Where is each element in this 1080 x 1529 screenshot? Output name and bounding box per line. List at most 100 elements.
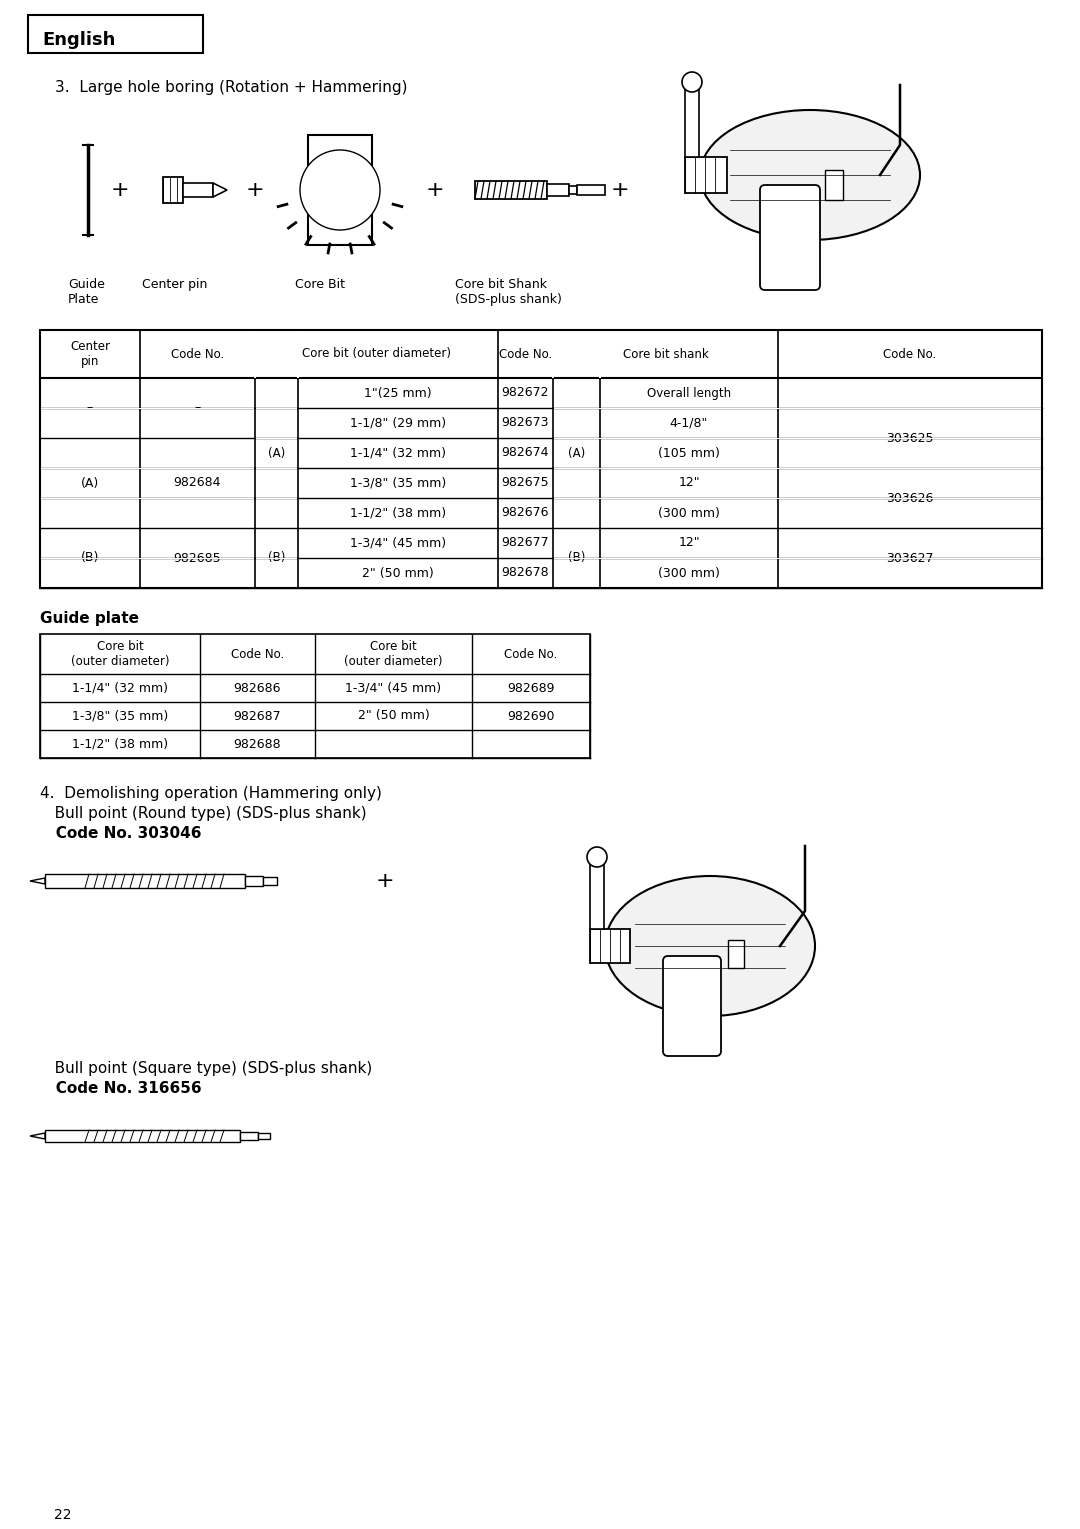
Bar: [40, 635, 590, 758]
Text: 1-1/8" (29 mm): 1-1/8" (29 mm): [350, 416, 446, 430]
Text: Core bit
(outer diameter): Core bit (outer diameter): [71, 641, 170, 668]
Bar: [590, 856, 604, 930]
Text: 982672: 982672: [502, 387, 550, 399]
Bar: [45, 875, 245, 888]
Bar: [825, 170, 843, 200]
Text: 982689: 982689: [508, 682, 555, 694]
Text: (A): (A): [568, 446, 585, 460]
Text: 1-3/8" (35 mm): 1-3/8" (35 mm): [350, 477, 446, 489]
Text: 982687: 982687: [233, 709, 281, 723]
Text: Bull point (Round type) (SDS-plus shank): Bull point (Round type) (SDS-plus shank): [40, 806, 366, 821]
Text: Guide plate: Guide plate: [40, 612, 139, 625]
Text: (B): (B): [81, 552, 99, 564]
Bar: [685, 157, 727, 193]
Bar: [308, 135, 372, 245]
Text: English: English: [42, 31, 116, 49]
Text: Guide: Guide: [68, 278, 105, 291]
Text: Code No.: Code No.: [231, 647, 284, 661]
Bar: [552, 330, 554, 378]
Ellipse shape: [700, 110, 920, 240]
Ellipse shape: [605, 876, 815, 1015]
Text: 982676: 982676: [502, 506, 550, 520]
Text: 982678: 982678: [502, 567, 550, 579]
Text: 982677: 982677: [502, 537, 550, 549]
Text: 22: 22: [54, 1508, 71, 1521]
Text: Overall length: Overall length: [647, 387, 731, 399]
Bar: [45, 1130, 240, 1142]
Circle shape: [681, 72, 702, 92]
Bar: [240, 1131, 258, 1141]
Text: 1-1/2" (38 mm): 1-1/2" (38 mm): [350, 506, 446, 520]
Bar: [569, 187, 577, 194]
Text: Code No.: Code No.: [499, 347, 552, 361]
Bar: [546, 183, 569, 196]
Text: Center
pin: Center pin: [70, 339, 110, 368]
Text: Core bit shank: Core bit shank: [623, 347, 708, 361]
Text: (SDS-plus shank): (SDS-plus shank): [455, 294, 562, 306]
Text: Center pin: Center pin: [141, 278, 207, 291]
Text: 303627: 303627: [887, 552, 934, 564]
Text: 3.  Large hole boring (Rotation + Hammering): 3. Large hole boring (Rotation + Hammeri…: [55, 80, 407, 95]
Text: (105 mm): (105 mm): [658, 446, 720, 460]
Text: (B): (B): [268, 552, 285, 564]
Bar: [475, 180, 546, 199]
Bar: [163, 177, 183, 203]
FancyBboxPatch shape: [663, 956, 721, 1057]
Text: –: –: [86, 402, 93, 414]
Text: 982685: 982685: [174, 552, 221, 564]
Text: (A): (A): [268, 446, 285, 460]
Text: 982690: 982690: [508, 709, 555, 723]
Text: 982686: 982686: [233, 682, 281, 694]
Bar: [40, 330, 1042, 589]
FancyBboxPatch shape: [760, 185, 820, 291]
Bar: [245, 876, 264, 885]
Bar: [599, 330, 600, 378]
Text: 1-1/2" (38 mm): 1-1/2" (38 mm): [72, 737, 168, 751]
Text: +: +: [245, 180, 265, 200]
Polygon shape: [30, 1133, 45, 1139]
Text: +: +: [426, 180, 444, 200]
Text: –: –: [194, 402, 201, 414]
Text: 982673: 982673: [502, 416, 550, 430]
Text: 2" (50 mm): 2" (50 mm): [362, 567, 434, 579]
Text: 1"(25 mm): 1"(25 mm): [364, 387, 432, 399]
Bar: [28, 15, 203, 54]
Text: 1-3/4" (45 mm): 1-3/4" (45 mm): [350, 537, 446, 549]
Text: 1-3/4" (45 mm): 1-3/4" (45 mm): [346, 682, 442, 694]
Text: Core Bit: Core Bit: [295, 278, 345, 291]
Text: +: +: [376, 872, 394, 891]
Bar: [264, 878, 276, 885]
Bar: [297, 330, 299, 378]
Text: Code No. 316656: Code No. 316656: [40, 1081, 202, 1096]
Text: (A): (A): [81, 477, 99, 489]
Text: Core bit Shank: Core bit Shank: [455, 278, 546, 291]
Text: Bull point (Square type) (SDS-plus shank): Bull point (Square type) (SDS-plus shank…: [40, 1061, 373, 1076]
Text: 982674: 982674: [502, 446, 550, 460]
Text: Code No.: Code No.: [883, 347, 936, 361]
Bar: [258, 1133, 270, 1139]
Text: 2" (50 mm): 2" (50 mm): [357, 709, 430, 723]
Text: 1-3/8" (35 mm): 1-3/8" (35 mm): [72, 709, 168, 723]
Circle shape: [300, 150, 380, 229]
Text: Plate: Plate: [68, 294, 99, 306]
Polygon shape: [30, 878, 45, 884]
Text: (300 mm): (300 mm): [658, 506, 720, 520]
Circle shape: [588, 847, 607, 867]
Text: 1-1/4" (32 mm): 1-1/4" (32 mm): [350, 446, 446, 460]
Text: Code No.: Code No.: [171, 347, 225, 361]
Text: Core bit (outer diameter): Core bit (outer diameter): [302, 347, 451, 361]
Text: 982675: 982675: [502, 477, 550, 489]
Text: (300 mm): (300 mm): [658, 567, 720, 579]
Text: 4-1/8": 4-1/8": [670, 416, 708, 430]
Text: 982688: 982688: [233, 737, 281, 751]
Text: Core bit
(outer diameter): Core bit (outer diameter): [345, 641, 443, 668]
Bar: [577, 185, 605, 196]
Text: +: +: [610, 180, 630, 200]
Text: 12": 12": [678, 477, 700, 489]
Text: Code No.: Code No.: [504, 647, 557, 661]
Bar: [590, 930, 630, 963]
Text: 303625: 303625: [887, 431, 934, 445]
Text: Code No. 303046: Code No. 303046: [40, 826, 202, 841]
Bar: [728, 940, 744, 968]
Text: 1-1/4" (32 mm): 1-1/4" (32 mm): [72, 682, 168, 694]
